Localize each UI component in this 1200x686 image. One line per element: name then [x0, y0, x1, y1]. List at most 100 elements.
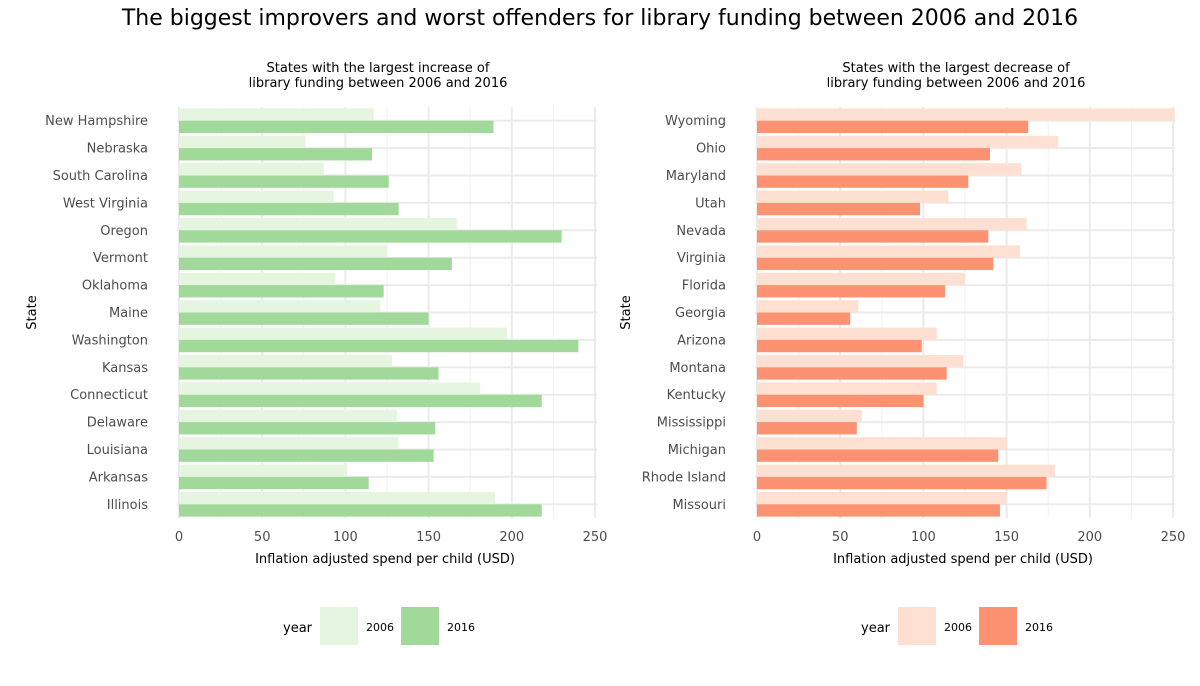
legend-key-2006 — [320, 607, 358, 645]
y-tick-label: Oklahoma — [82, 279, 148, 294]
x-tick-label: 100 — [333, 530, 358, 545]
x-axis-label: Inflation adjusted spend per child (USD) — [255, 552, 515, 567]
y-axis-label: State — [25, 295, 40, 329]
legend-key-2016 — [401, 607, 439, 645]
y-tick-label: Nevada — [676, 224, 726, 239]
y-tick-label: Illinois — [107, 498, 148, 513]
y-tick-label: Arkansas — [89, 470, 148, 485]
bar-2006-new-hampshire — [179, 108, 374, 121]
bar-2006-nevada — [757, 217, 1027, 231]
bar-2006-nebraska — [179, 135, 306, 149]
bar-2016-arizona — [757, 339, 922, 353]
x-tick-label: 250 — [583, 530, 608, 545]
legend-key-2016 — [979, 607, 1017, 645]
y-tick-label: Virginia — [677, 251, 726, 266]
bar-2016-mississippi — [757, 422, 857, 435]
bar-2006-delaware — [179, 409, 397, 423]
x-tick-label: 200 — [499, 530, 524, 545]
bar-2016-wyoming — [757, 120, 1029, 134]
y-axis-label: State — [619, 295, 634, 329]
y-tick-label: Georgia — [675, 306, 726, 321]
bar-2006-oklahoma — [179, 272, 336, 286]
x-tick-label: 250 — [1161, 530, 1186, 545]
bar-2016-maryland — [757, 175, 969, 188]
bar-2006-ohio — [757, 135, 1059, 149]
bar-2016-missouri — [757, 504, 1000, 517]
bar-2006-rhode-island — [757, 464, 1055, 477]
bars — [179, 108, 579, 517]
y-tick-label: Arizona — [677, 333, 726, 348]
y-tick-label: Nebraska — [87, 142, 148, 157]
y-tick-label: Rhode Island — [642, 470, 726, 485]
bar-2016-new-hampshire — [179, 120, 494, 134]
bar-2016-virginia — [757, 257, 994, 271]
y-tick-label: Oregon — [100, 224, 148, 239]
legend-label-2006: 2006 — [366, 621, 394, 634]
bar-2016-rhode-island — [757, 476, 1047, 490]
y-tick-label: Vermont — [93, 251, 148, 266]
bar-2016-illinois — [179, 504, 542, 517]
bar-2006-kentucky — [757, 382, 937, 395]
bar-2006-maryland — [757, 163, 1022, 176]
y-tick-label: Montana — [669, 361, 726, 376]
x-tick-label: 100 — [911, 530, 936, 545]
y-tick-label: Connecticut — [70, 388, 148, 403]
y-tick-label: Mississippi — [657, 416, 726, 431]
bar-2006-michigan — [757, 437, 1007, 450]
bar-2016-nevada — [757, 230, 989, 243]
bar-2016-arkansas — [179, 476, 369, 490]
bar-2016-west-virginia — [179, 202, 399, 216]
bar-2016-connecticut — [179, 394, 542, 408]
bar-2016-louisiana — [179, 449, 434, 462]
y-tick-label: Louisiana — [87, 443, 148, 458]
bar-2016-south-carolina — [179, 175, 389, 188]
legend-title: year — [283, 621, 313, 636]
bar-2016-oregon — [179, 230, 562, 243]
x-tick-label: 150 — [416, 530, 441, 545]
chart-subtitle: States with the largest decrease of — [842, 61, 1070, 76]
bar-2006-florida — [757, 272, 965, 286]
bar-2016-maine — [179, 312, 429, 325]
legend-title: year — [861, 621, 891, 636]
x-tick-label: 50 — [254, 530, 271, 545]
y-tick-label: Ohio — [696, 142, 726, 157]
legend: year 2006 2016 — [283, 607, 475, 645]
bar-2006-utah — [757, 190, 949, 203]
bar-2006-arizona — [757, 327, 937, 340]
y-tick-label: Missouri — [672, 498, 726, 513]
bar-2016-oklahoma — [179, 285, 384, 298]
y-tick-label: Washington — [72, 333, 148, 348]
bar-2006-missouri — [757, 491, 1007, 505]
chart-panel-2: Wyoming Ohio Maryland Utah Nevada Virginia Flo… — [619, 61, 1185, 645]
x-tick-label: 50 — [832, 530, 849, 545]
y-tick-label: Utah — [695, 196, 726, 211]
bar-2006-montana — [757, 354, 964, 368]
y-tick-label: West Virginia — [63, 196, 148, 211]
bar-2006-georgia — [757, 300, 859, 313]
y-tick-label: Delaware — [87, 416, 148, 431]
chart-panel-1: New Hampshire Nebraska South Carolina West … — [25, 61, 607, 645]
figure-title: The biggest improvers and worst offender… — [121, 6, 1079, 31]
legend: year 2006 2016 — [861, 607, 1053, 645]
bar-2006-arkansas — [179, 464, 348, 477]
bar-2016-kentucky — [757, 394, 924, 408]
bar-2006-louisiana — [179, 437, 399, 450]
x-tick-label: 0 — [175, 530, 183, 545]
y-tick-label: Wyoming — [665, 114, 726, 129]
legend-label-2016: 2016 — [1025, 621, 1053, 634]
y-tick-label: Maine — [109, 306, 148, 321]
x-tick-label: 0 — [753, 530, 761, 545]
bar-2006-wyoming — [757, 108, 1175, 121]
bar-2006-washington — [179, 327, 507, 340]
bar-2006-mississippi — [757, 409, 862, 423]
bar-2006-vermont — [179, 245, 387, 258]
legend-label-2006: 2006 — [944, 621, 972, 634]
bar-2006-south-carolina — [179, 163, 324, 176]
chart-subtitle: library funding between 2006 and 2016 — [249, 76, 508, 91]
bar-2016-nebraska — [179, 148, 373, 161]
y-tick-label: Michigan — [668, 443, 726, 458]
legend-label-2016: 2016 — [447, 621, 475, 634]
y-tick-label: Kansas — [102, 361, 148, 376]
